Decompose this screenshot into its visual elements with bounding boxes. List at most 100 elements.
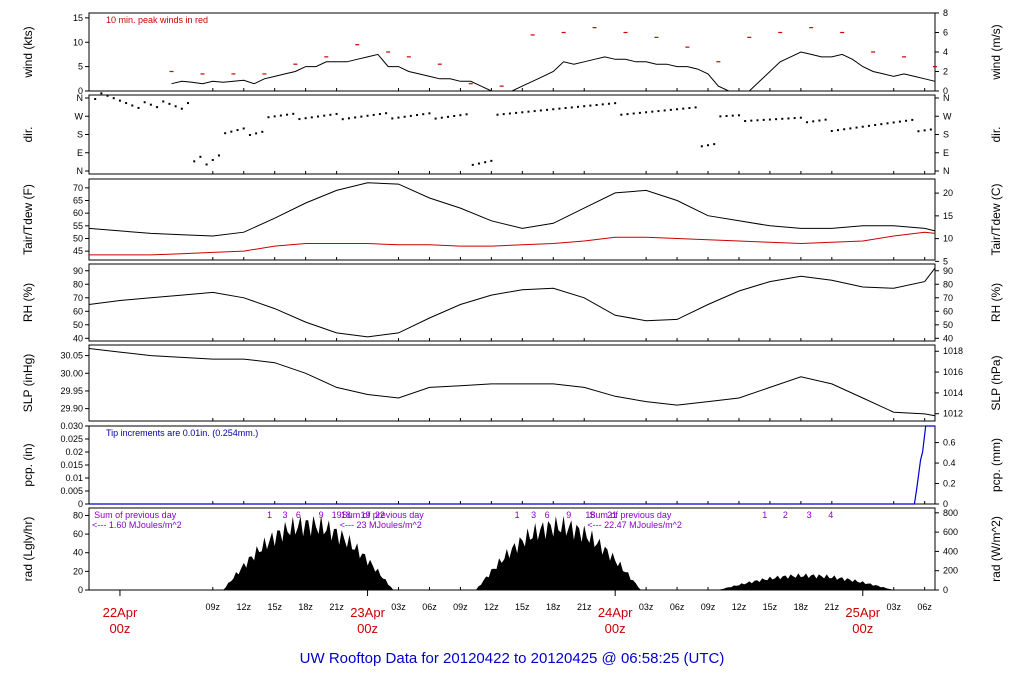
daily-radiation-area bbox=[718, 573, 894, 590]
direction-dot bbox=[700, 145, 703, 148]
x-day-label: 23Apr bbox=[350, 605, 385, 620]
direction-dot bbox=[781, 117, 784, 120]
radiation-hour-mark: 19 bbox=[360, 510, 370, 520]
radiation-hour-mark: 18 bbox=[341, 510, 351, 520]
left-tick-label: 0.025 bbox=[60, 434, 83, 444]
radiation-hour-mark: 6 bbox=[545, 510, 550, 520]
direction-dot bbox=[558, 107, 561, 110]
direction-dot bbox=[453, 115, 456, 118]
direction-dot bbox=[793, 117, 796, 120]
direction-dot bbox=[651, 110, 654, 113]
direction-dot bbox=[874, 124, 877, 127]
left-tick-label: 80 bbox=[73, 510, 83, 520]
direction-dot bbox=[614, 102, 617, 105]
direction-dot bbox=[149, 103, 152, 106]
left-tick-label: N bbox=[77, 93, 84, 103]
right-tick-label: N bbox=[943, 166, 950, 176]
left-axis-label: Tair/Tdew (F) bbox=[21, 184, 35, 255]
right-tick-label: 0.4 bbox=[943, 458, 956, 468]
direction-dot bbox=[397, 116, 400, 119]
right-tick-label: 0.6 bbox=[943, 438, 956, 448]
x-hour-label: 03z bbox=[886, 602, 901, 612]
wind-direction-dots bbox=[94, 92, 932, 166]
direction-dot bbox=[737, 114, 740, 117]
left-tick-label: W bbox=[75, 111, 84, 121]
right-tick-label: 70 bbox=[943, 293, 953, 303]
direction-dot bbox=[533, 110, 536, 113]
right-tick-label: 600 bbox=[943, 527, 958, 537]
right-axis-label: wind (m/s) bbox=[989, 24, 1003, 80]
right-tick-label: 40 bbox=[943, 333, 953, 343]
direction-dot bbox=[230, 130, 233, 133]
direction-dot bbox=[242, 127, 245, 130]
direction-dot bbox=[929, 128, 932, 131]
daily-radiation-area bbox=[475, 516, 641, 590]
right-tick-label: 15 bbox=[943, 211, 953, 221]
right-tick-label: N bbox=[943, 93, 950, 103]
direction-dot bbox=[706, 144, 709, 147]
panel-note: Tip increments are 0.01in. (0.254mm.) bbox=[106, 428, 258, 438]
radiation-hour-mark: 3 bbox=[283, 510, 288, 520]
right-tick-label: 0 bbox=[943, 585, 948, 595]
right-tick-label: E bbox=[943, 148, 949, 158]
direction-dot bbox=[366, 114, 369, 117]
right-tick-label: 90 bbox=[943, 266, 953, 276]
direction-dot bbox=[496, 113, 499, 116]
direction-dot bbox=[812, 120, 815, 123]
radiation-hour-mark: 9 bbox=[566, 510, 571, 520]
series-line-rh bbox=[88, 267, 936, 338]
direction-dot bbox=[589, 104, 592, 107]
x-hour-label: 21z bbox=[825, 602, 840, 612]
right-tick-label: 0 bbox=[943, 86, 948, 96]
left-tick-label: 30.05 bbox=[60, 351, 83, 361]
left-tick-label: 0 bbox=[78, 585, 83, 595]
x-hour-label: 03z bbox=[639, 602, 654, 612]
direction-dot bbox=[682, 107, 685, 110]
direction-dot bbox=[515, 111, 518, 114]
x-day-hour-label: 00z bbox=[357, 621, 378, 636]
direction-dot bbox=[632, 112, 635, 115]
panel-slp: 29.90 29.95 30.00 30.05 1012 1014 1016 1018 SLP … bbox=[21, 344, 1003, 422]
x-hour-label: 21z bbox=[329, 602, 344, 612]
radiation-hour-mark: 3 bbox=[531, 510, 536, 520]
left-tick-label: 20 bbox=[73, 566, 83, 576]
right-tick-label: 1014 bbox=[943, 388, 963, 398]
left-tick-label: 0.015 bbox=[60, 460, 83, 470]
direction-dot bbox=[905, 119, 908, 122]
x-hour-label: 09z bbox=[701, 602, 716, 612]
direction-dot bbox=[131, 104, 134, 107]
left-tick-label: 60 bbox=[73, 529, 83, 539]
direction-dot bbox=[836, 129, 839, 132]
direction-dot bbox=[224, 132, 227, 135]
series-line-slp bbox=[88, 348, 936, 417]
direction-dot bbox=[576, 105, 579, 108]
left-tick-label: 70 bbox=[73, 293, 83, 303]
direction-dot bbox=[521, 111, 524, 114]
direction-dot bbox=[601, 103, 604, 106]
panel-frame bbox=[88, 178, 936, 261]
x-hour-label: 12z bbox=[732, 602, 747, 612]
left-tick-label: 29.90 bbox=[60, 404, 83, 414]
direction-dot bbox=[620, 113, 623, 116]
left-tick-label: 0 bbox=[78, 499, 83, 509]
series-line-temp bbox=[89, 231, 936, 256]
direction-dot bbox=[341, 118, 344, 121]
direction-dot bbox=[416, 114, 419, 117]
x-hour-label: 15z bbox=[267, 602, 282, 612]
left-tick-label: 50 bbox=[73, 320, 83, 330]
left-tick-label: 30.00 bbox=[60, 368, 83, 378]
left-tick-label: 90 bbox=[73, 266, 83, 276]
direction-dot bbox=[317, 115, 320, 118]
direction-dot bbox=[248, 133, 251, 136]
direction-dot bbox=[762, 118, 765, 121]
direction-dot bbox=[880, 123, 883, 126]
left-tick-label: 40 bbox=[73, 548, 83, 558]
direction-dot bbox=[267, 116, 270, 119]
right-tick-label: S bbox=[943, 130, 949, 140]
right-axis-label: dir. bbox=[989, 126, 1003, 142]
radiation-areas: Sum of previous day<--- 1.60 MJoules/m^2… bbox=[92, 510, 894, 590]
direction-dot bbox=[490, 159, 493, 162]
radiation-sum-value: <--- 1.60 MJoules/m^2 bbox=[92, 520, 182, 530]
right-tick-label: 60 bbox=[943, 306, 953, 316]
